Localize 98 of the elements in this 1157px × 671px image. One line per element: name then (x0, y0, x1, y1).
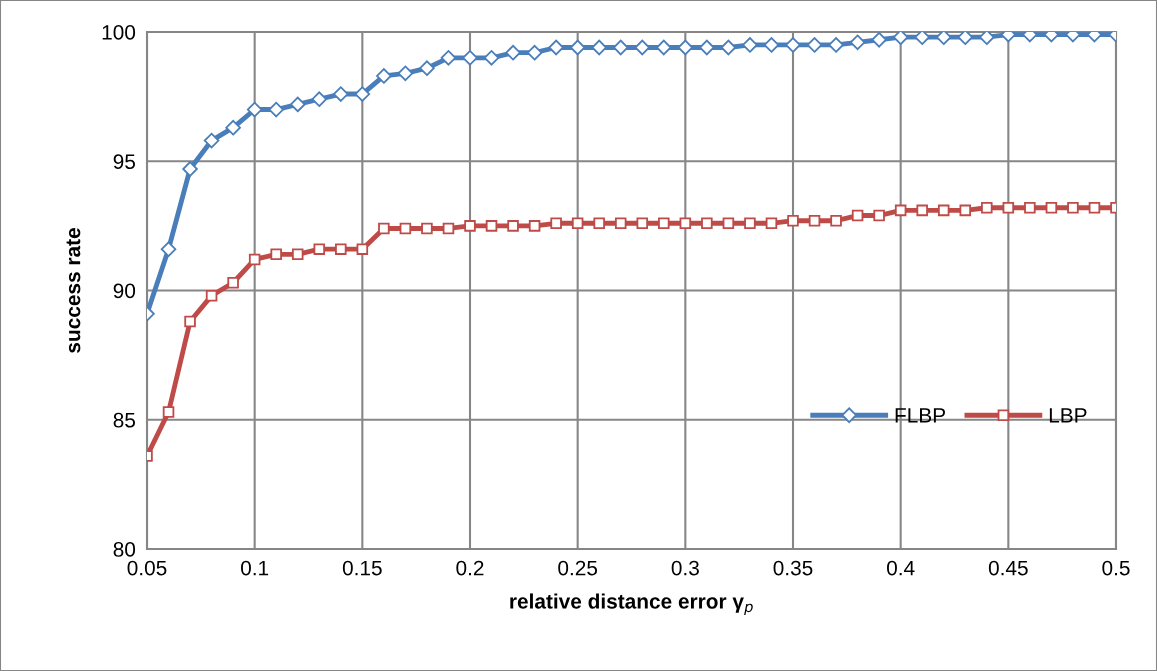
point (785, 37, 801, 53)
point (591, 39, 607, 56)
x-tick-label: 0.4 (887, 560, 915, 576)
point (636, 217, 649, 230)
point (507, 220, 519, 232)
point (679, 217, 692, 230)
x-tick-label: 0.45 (988, 560, 1028, 576)
point (399, 222, 412, 235)
x-tick-label: 0.15 (342, 560, 382, 576)
point (571, 217, 584, 230)
point (333, 86, 349, 102)
point (442, 222, 455, 235)
point (270, 248, 282, 261)
x-tick-label: 0.2 (456, 560, 484, 576)
point (1024, 202, 1036, 214)
point (1088, 202, 1101, 214)
y-tick-label: 80 (113, 542, 136, 557)
point (959, 204, 972, 217)
point (849, 34, 866, 51)
x-tick-label: 0.05 (127, 560, 167, 576)
point (957, 32, 974, 45)
point (485, 220, 498, 232)
point (1045, 202, 1058, 214)
point (162, 406, 175, 418)
point (765, 217, 778, 230)
point (184, 315, 196, 328)
point (699, 39, 715, 56)
point (1067, 202, 1079, 214)
y-tick-label: 95 (113, 154, 136, 169)
point (892, 32, 909, 45)
point (916, 204, 928, 217)
y-tick-label: 100 (102, 25, 136, 40)
point (614, 217, 627, 230)
point (981, 202, 993, 214)
point (378, 222, 390, 235)
point (701, 217, 713, 230)
point (462, 50, 478, 66)
legend-label: FLBP (895, 408, 945, 423)
point (593, 217, 605, 230)
point (203, 132, 220, 149)
point (354, 86, 371, 102)
point (160, 241, 177, 257)
point (548, 39, 564, 56)
point (335, 243, 347, 255)
point (421, 222, 433, 235)
point (528, 220, 541, 232)
x-axis-title: relative distance error γ$_{p}$ (510, 593, 753, 615)
point (808, 214, 821, 227)
legend-label: LBP (1049, 408, 1087, 423)
x-tick-label: 0.5 (1102, 560, 1130, 576)
y-tick-label: 85 (113, 412, 136, 428)
point (225, 119, 241, 136)
point (894, 204, 907, 217)
point (658, 217, 670, 230)
point (483, 50, 500, 66)
point (937, 204, 950, 217)
point (227, 276, 239, 289)
point (248, 253, 261, 266)
point (851, 209, 864, 222)
point (806, 37, 823, 53)
point (873, 209, 885, 222)
point (289, 96, 306, 113)
x-tick-label: 0.3 (671, 560, 699, 576)
point (1002, 202, 1015, 214)
point (914, 32, 930, 45)
point (440, 50, 457, 66)
point (742, 37, 758, 53)
y-axis-title: success rate (66, 228, 81, 353)
point (722, 217, 735, 230)
point (205, 289, 218, 302)
point (979, 32, 995, 45)
point (313, 243, 326, 255)
point (397, 65, 414, 82)
point (720, 39, 737, 56)
x-tick-label: 0.25 (558, 560, 598, 576)
point (311, 91, 328, 107)
point (246, 101, 263, 118)
x-tick-label: 0.1 (241, 560, 269, 576)
point (291, 248, 304, 261)
point (550, 217, 562, 230)
point (763, 37, 780, 53)
point (656, 39, 672, 56)
point (935, 32, 952, 45)
point (376, 68, 392, 84)
point (828, 37, 844, 53)
point (744, 217, 756, 230)
point (505, 44, 521, 61)
x-tick-label: 0.35 (773, 560, 813, 576)
y-tick-label: 90 (113, 283, 136, 299)
point (464, 220, 476, 232)
point (356, 243, 369, 255)
point (830, 214, 842, 227)
point (871, 32, 887, 48)
point (526, 44, 543, 61)
point (787, 214, 799, 227)
point (182, 161, 198, 177)
point (419, 60, 435, 76)
point (268, 101, 284, 118)
